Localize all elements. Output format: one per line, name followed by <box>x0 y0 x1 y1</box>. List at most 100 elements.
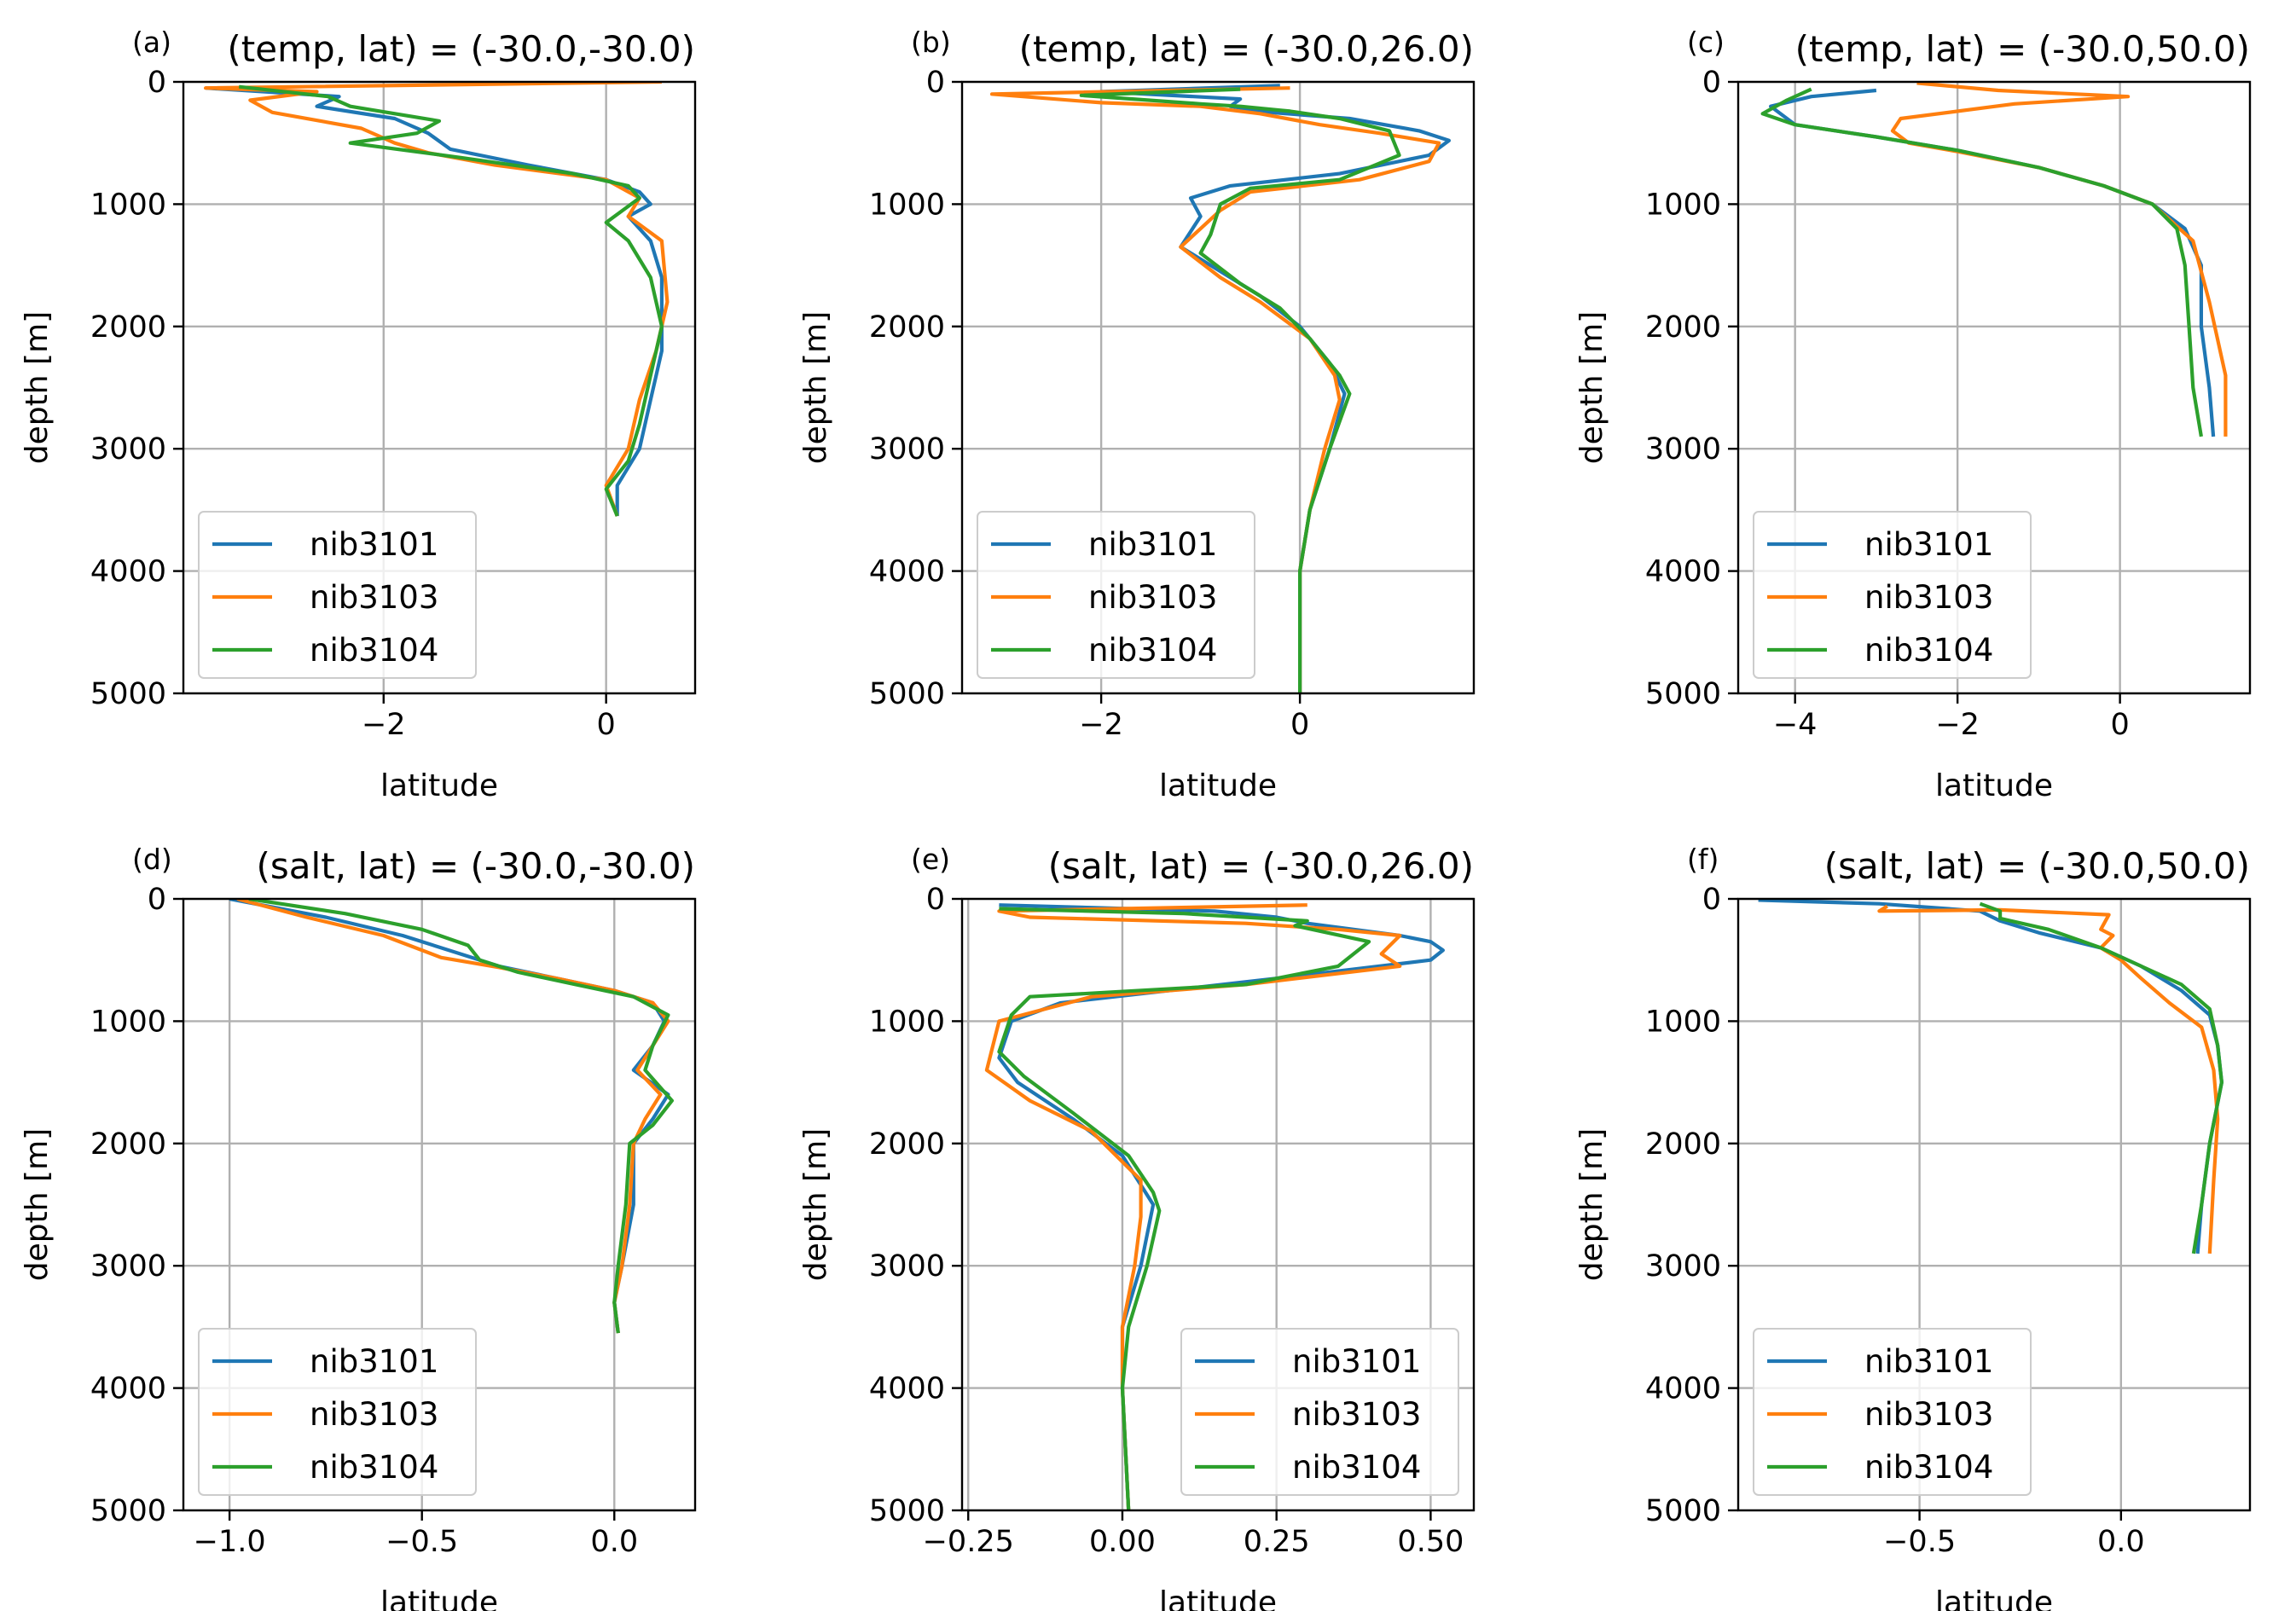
y-tick-label: 0 <box>1702 66 1721 100</box>
legend-entry: nib3104 <box>1292 1449 1421 1486</box>
x-tick-label: −2 <box>1935 708 1980 742</box>
y-tick-label: 2000 <box>1645 310 1721 345</box>
series-line-nib3104 <box>1760 87 2203 438</box>
y-axis-label: depth [m] <box>20 1128 55 1281</box>
legend-entry: nib3101 <box>1088 526 1217 563</box>
legend-entry: nib3101 <box>1292 1343 1421 1380</box>
x-tick-label: 0.00 <box>1089 1525 1156 1559</box>
legend-entry: nib3101 <box>310 526 438 563</box>
y-tick-label: 5000 <box>1645 1494 1721 1528</box>
y-tick-label: 1000 <box>1645 1005 1721 1039</box>
x-tick-label: 0.25 <box>1244 1525 1310 1559</box>
y-tick-label: 2000 <box>90 1127 166 1162</box>
panel-tag: (d) <box>132 843 172 876</box>
panel-tag: (a) <box>132 26 171 59</box>
y-tick-label: 2000 <box>869 310 945 345</box>
axes-frame <box>182 897 697 1512</box>
legend-entry: nib3103 <box>1864 1396 1993 1433</box>
x-tick-label: −4 <box>1773 708 1818 742</box>
panel-tag: (e) <box>911 843 950 876</box>
series-line-nib3103 <box>236 899 670 1334</box>
x-tick-label: 0.50 <box>1397 1525 1464 1559</box>
y-tick-label: 1000 <box>869 1005 945 1039</box>
y-tick-label: 1000 <box>90 188 166 222</box>
panel-1: −2 0 0 1000 2000 3000 4000 5000 latitude depth [m… <box>20 26 697 803</box>
series-line-nib3104 <box>248 899 674 1334</box>
chart-title: (salt, lat) = (-30.0,50.0) <box>1824 845 2250 887</box>
legend-box <box>1180 1328 1459 1496</box>
series-line-nib3101 <box>1758 899 2224 1255</box>
x-tick-label: 0 <box>1290 708 1309 742</box>
series-line-nib3101 <box>205 86 664 517</box>
y-tick-label: 0 <box>1702 883 1721 917</box>
y-tick-label: 4000 <box>90 555 166 589</box>
y-tick-label: 4000 <box>869 555 945 589</box>
y-axis-label: depth [m] <box>1574 1128 1609 1281</box>
panel-3: −4 −2 0 0 1000 2000 3000 4000 5000 latitude depth … <box>1574 26 2252 803</box>
legend-entry: nib3101 <box>1864 526 1993 563</box>
legend-box <box>977 511 1255 679</box>
y-tick-label: 0 <box>148 66 166 100</box>
legend: nib3101 nib3103 nib3104 <box>198 511 477 679</box>
panel-tag: (c) <box>1687 26 1725 59</box>
legend-box <box>1753 1328 2032 1496</box>
legend-entry: nib3103 <box>1864 579 1993 616</box>
y-tick-label: 3000 <box>869 1249 945 1284</box>
series-line-nib3101 <box>1099 84 1451 693</box>
y-tick-label: 3000 <box>1645 1249 1721 1284</box>
legend: nib3101 nib3103 nib3104 <box>198 1328 477 1496</box>
x-axis-label: latitude <box>1159 1585 1277 1611</box>
panel-6: −0.5 0.0 0 1000 2000 3000 4000 5000 latitude dept… <box>1574 843 2252 1611</box>
legend: nib3101 nib3103 nib3104 <box>1180 1328 1459 1496</box>
y-tick-label: 3000 <box>90 432 166 466</box>
series-line-nib3103 <box>989 86 1441 693</box>
y-tick-label: 5000 <box>90 677 166 711</box>
y-tick-label: 0 <box>926 883 945 917</box>
y-tick-label: 4000 <box>869 1372 945 1406</box>
legend-entry: nib3101 <box>310 1343 438 1380</box>
y-tick-label: 1000 <box>90 1005 166 1039</box>
x-tick-label: −0.5 <box>386 1525 458 1559</box>
y-axis-label: depth [m] <box>798 1128 833 1281</box>
y-tick-label: 2000 <box>90 310 166 345</box>
legend-entry: nib3104 <box>1864 1449 1993 1486</box>
y-tick-label: 5000 <box>1645 677 1721 711</box>
axes-frame <box>1736 897 2252 1512</box>
axes-frame <box>182 80 697 695</box>
axes-frame <box>960 80 1476 695</box>
legend: nib3101 nib3103 nib3104 <box>1753 1328 2032 1496</box>
legend-box <box>1753 511 2032 679</box>
y-tick-label: 0 <box>148 883 166 917</box>
axes-frame <box>1736 80 2252 695</box>
series-line-nib3104 <box>997 907 1371 1510</box>
x-tick-label: 0 <box>2110 708 2129 742</box>
y-axis-label: depth [m] <box>798 311 833 464</box>
x-tick-label: −1.0 <box>194 1525 266 1559</box>
chart-title: (temp, lat) = (-30.0,26.0) <box>1019 28 1474 70</box>
y-tick-label: 4000 <box>1645 555 1721 589</box>
y-tick-label: 1000 <box>869 188 945 222</box>
panel-tag: (b) <box>911 26 951 59</box>
chart-title: (temp, lat) = (-30.0,-30.0) <box>227 28 695 70</box>
x-tick-label: −0.25 <box>923 1525 1014 1559</box>
series-line-nib3103 <box>984 903 1402 1510</box>
x-tick-label: 0.0 <box>2097 1525 2145 1559</box>
series-line-nib3103 <box>1877 904 2220 1255</box>
y-tick-label: 5000 <box>90 1494 166 1528</box>
series-line-nib3101 <box>229 899 670 1334</box>
legend-entry: nib3104 <box>310 632 438 669</box>
series-line-nib3101 <box>1769 88 2216 438</box>
y-tick-label: 3000 <box>90 1249 166 1284</box>
panel-tag: (f) <box>1687 843 1719 876</box>
panel-2: −2 0 0 1000 2000 3000 4000 5000 latitude depth [m… <box>798 26 1476 803</box>
y-tick-label: 0 <box>926 66 945 100</box>
legend-entry: nib3101 <box>1864 1343 1993 1380</box>
x-axis-label: latitude <box>1935 1585 2053 1611</box>
x-axis-label: latitude <box>380 1585 498 1611</box>
legend-entry: nib3104 <box>1864 632 1993 669</box>
y-tick-label: 1000 <box>1645 188 1721 222</box>
x-tick-label: −2 <box>362 708 406 742</box>
legend-entry: nib3103 <box>1088 579 1217 616</box>
y-tick-label: 5000 <box>869 1494 945 1528</box>
legend: nib3101 nib3103 nib3104 <box>1753 511 2032 679</box>
